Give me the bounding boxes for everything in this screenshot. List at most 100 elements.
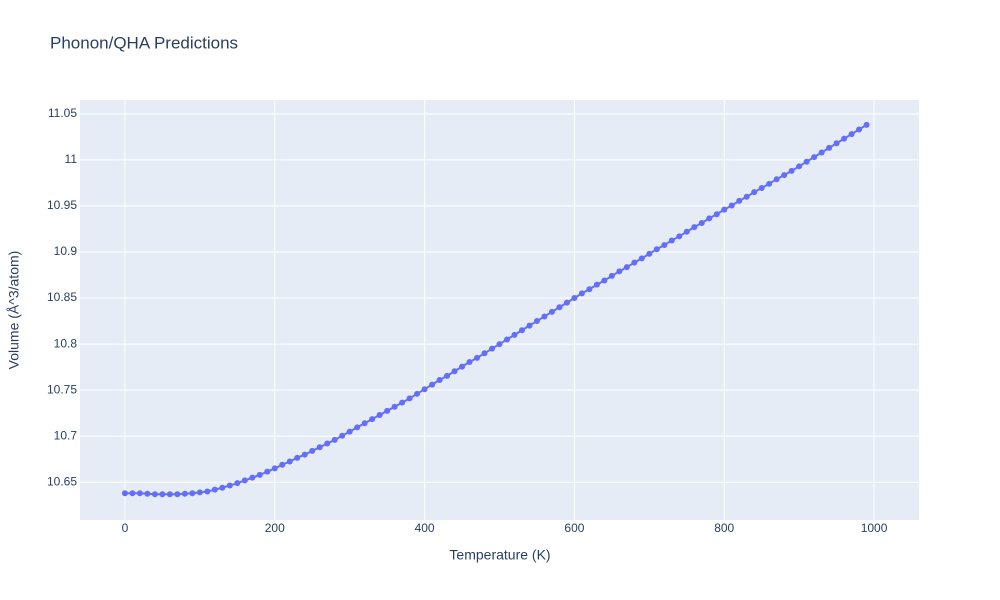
point: [601, 277, 608, 284]
point: [301, 451, 308, 458]
point: [796, 163, 803, 170]
chart-title: Phonon/QHA Predictions: [50, 33, 238, 52]
point: [526, 322, 533, 329]
point: [309, 447, 316, 454]
y-tick-label: 10.8: [54, 336, 78, 350]
point: [608, 272, 615, 279]
point: [833, 140, 840, 147]
point: [751, 189, 758, 196]
point: [189, 490, 196, 497]
point: [856, 126, 863, 133]
x-tick-label: 0: [122, 521, 129, 535]
point: [503, 336, 510, 343]
point: [646, 250, 653, 257]
y-tick-label: 10.7: [54, 428, 78, 442]
point: [384, 407, 391, 414]
y-axis-title: Volume (Å^3/atom): [6, 251, 22, 370]
point: [668, 237, 675, 244]
point: [174, 491, 181, 498]
point: [241, 477, 248, 484]
point: [271, 465, 278, 472]
point: [399, 399, 406, 406]
point: [586, 286, 593, 293]
point: [623, 264, 630, 271]
point: [256, 471, 263, 478]
point: [474, 354, 481, 361]
point: [826, 144, 833, 151]
point: [481, 350, 488, 357]
point: [429, 381, 436, 388]
point: [616, 268, 623, 275]
x-tick-label: 800: [714, 521, 734, 535]
point: [781, 172, 788, 179]
grid: [80, 100, 919, 520]
point: [571, 295, 578, 302]
x-tick-label: 400: [415, 521, 435, 535]
point: [811, 154, 818, 161]
point: [698, 219, 705, 226]
point: [638, 255, 645, 262]
x-tick-label: 200: [265, 521, 285, 535]
point: [496, 341, 503, 348]
point: [339, 432, 346, 439]
point: [166, 491, 173, 498]
point: [548, 308, 555, 315]
point: [578, 290, 585, 297]
point: [346, 428, 353, 435]
point: [234, 480, 241, 487]
point: [211, 486, 218, 493]
point: [459, 363, 466, 370]
point: [204, 488, 211, 495]
point: [316, 444, 323, 451]
point: [818, 149, 825, 156]
point: [683, 228, 690, 235]
point: [721, 206, 728, 213]
point: [803, 158, 810, 165]
y-tick-label: 10.75: [47, 382, 77, 396]
point: [631, 259, 638, 266]
point: [773, 176, 780, 183]
point: [414, 390, 421, 397]
point: [511, 331, 518, 338]
point: [294, 454, 301, 461]
point: [489, 345, 496, 352]
point: [159, 491, 166, 498]
point: [518, 327, 525, 334]
point: [728, 202, 735, 209]
point: [766, 180, 773, 187]
point: [324, 440, 331, 447]
y-tick-label: 10.95: [47, 198, 77, 212]
point: [406, 395, 413, 402]
point: [286, 458, 293, 465]
point: [713, 211, 720, 218]
point: [421, 386, 428, 393]
point: [743, 193, 750, 200]
point: [841, 135, 848, 142]
point: [376, 412, 383, 418]
point: [706, 215, 713, 222]
point: [691, 224, 698, 231]
x-tick-label: 1000: [861, 521, 888, 535]
point: [466, 359, 473, 366]
point: [144, 490, 151, 497]
point: [136, 490, 143, 497]
point: [451, 368, 458, 375]
point: [541, 313, 548, 320]
y-tick-label: 10.85: [47, 290, 77, 304]
point: [129, 490, 136, 497]
plot-area: [80, 100, 919, 520]
point: [249, 474, 256, 481]
y-tick-label: 11.05: [48, 106, 77, 120]
point: [361, 420, 368, 427]
point: [563, 299, 570, 306]
point: [436, 377, 443, 383]
point: [151, 491, 158, 498]
point: [181, 490, 188, 497]
point: [736, 197, 743, 204]
point: [219, 484, 226, 491]
y-tick-label: 10.65: [47, 474, 77, 488]
point: [444, 372, 451, 379]
y-tick-label: 10.9: [54, 244, 78, 258]
point: [354, 424, 361, 431]
